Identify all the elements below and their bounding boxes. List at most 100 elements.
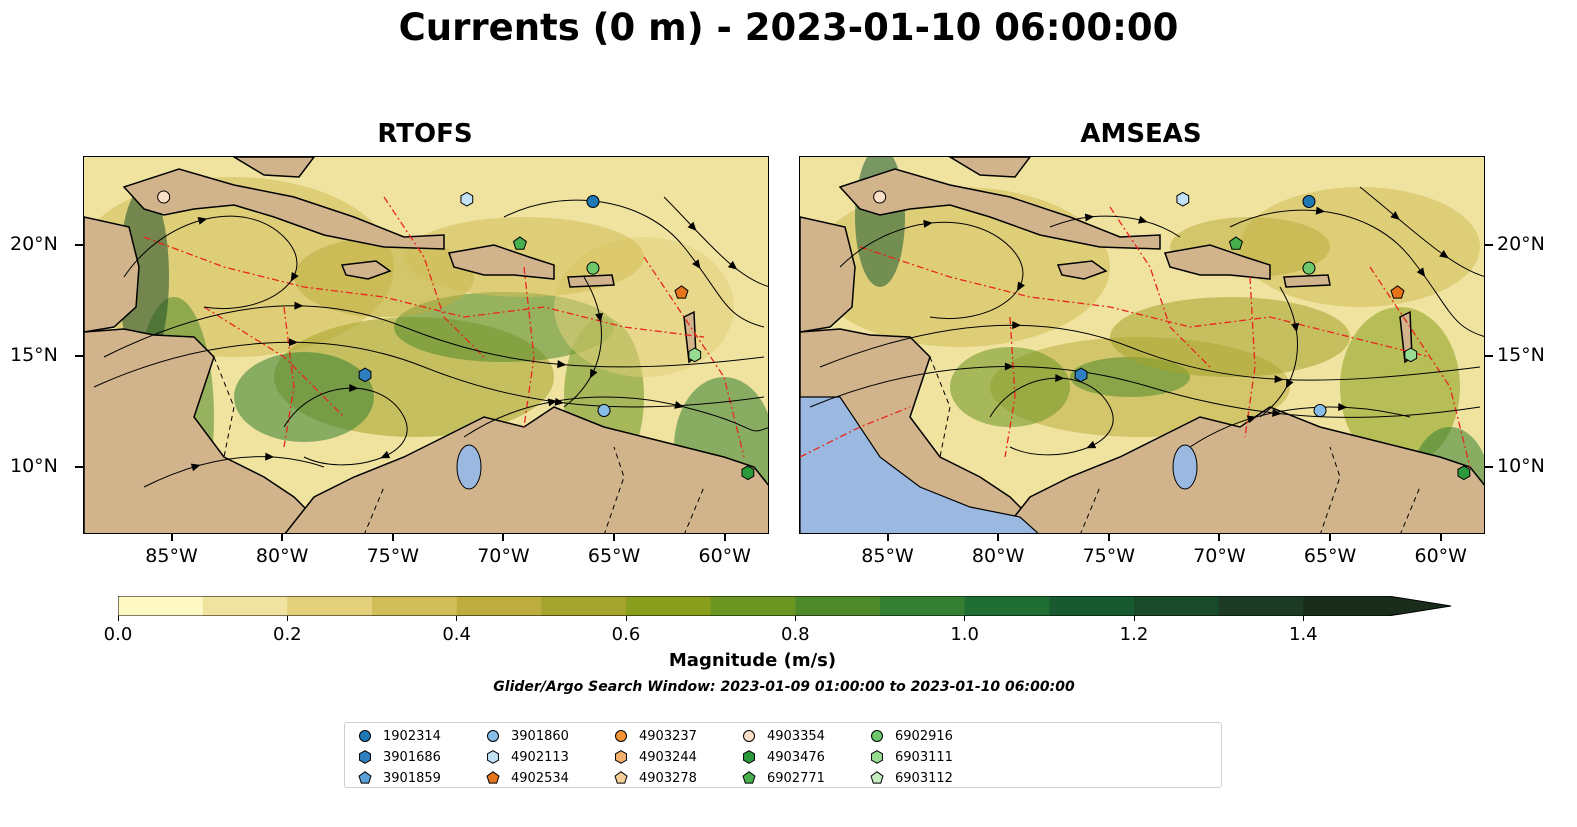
float-marker-3901860 [1313, 403, 1327, 417]
colorbar-segment [287, 596, 373, 616]
current-streamline [1229, 209, 1484, 337]
colorbar-tick-mark [794, 616, 796, 621]
colorbar-tick-label: 0.6 [611, 624, 641, 645]
current-streamline [123, 215, 298, 309]
legend-item: 4903354 [741, 726, 825, 746]
lat-tick-mark [75, 243, 83, 246]
land-cuba [838, 168, 1161, 250]
current-streamline [93, 341, 765, 408]
current-streamline [1049, 215, 1181, 238]
lat-tick-mark [75, 466, 83, 469]
lon-tick-mark [391, 534, 394, 541]
lon-tick-mark [997, 534, 1000, 541]
legend-label: 6903111 [895, 749, 953, 765]
colorbar-extend-arrow [1388, 596, 1451, 616]
streamline-arrow [1138, 215, 1148, 224]
legend-label: 4903278 [639, 770, 697, 786]
legend-label: 4903354 [767, 728, 825, 744]
lat-tick-label: 20°N [1497, 232, 1545, 255]
pentagon-marker-icon [358, 771, 372, 784]
current-streamline [143, 456, 325, 488]
streamline-arrow [1246, 415, 1257, 424]
lon-tick-label: 75°W [1082, 545, 1136, 567]
streamline-arrow [1271, 408, 1282, 417]
streamline-arrow [547, 398, 558, 407]
lon-tick-mark [1218, 534, 1221, 541]
float-marker-4903476 [741, 465, 755, 481]
land-puerto-rico [1283, 274, 1331, 288]
legend-label: 4903237 [639, 728, 697, 744]
current-speed-patch [234, 352, 374, 442]
legend-item: 4902534 [485, 768, 569, 788]
circle-marker-icon [871, 730, 883, 742]
land-hispaniola [447, 244, 555, 280]
float-marker-4903476 [1457, 465, 1471, 481]
colorbar-tick-label: 1.0 [950, 624, 979, 645]
streamline-arrow [265, 452, 275, 461]
legend-label: 6903112 [895, 770, 953, 786]
colorbar-tick-label: 1.4 [1289, 624, 1318, 645]
current-streamline [809, 366, 1481, 418]
colorbar-tick-mark [117, 616, 119, 621]
current-streamline [839, 221, 1024, 319]
colorbar-segment [202, 596, 288, 616]
lon-tick-mark [886, 534, 889, 541]
legend-label: 3901686 [383, 749, 441, 765]
streamline-arrow [674, 400, 684, 409]
legend-label: 4903244 [639, 749, 697, 765]
float-legend: 1902314 3901686 3901859 3901860 4902113 49025… [344, 722, 1222, 788]
streamline-arrow [557, 360, 567, 369]
colorbar-segment [795, 596, 881, 616]
streamline-arrow [1012, 321, 1022, 330]
map-amseas[interactable] [799, 156, 1485, 534]
streamline-arrow [595, 312, 604, 323]
eez-boundary [203, 306, 345, 418]
legend-label: 4903476 [767, 749, 825, 765]
colorbar [118, 596, 1452, 616]
land-jamaica [1056, 260, 1108, 280]
colorbar-segment [372, 596, 458, 616]
current-streamline [1259, 286, 1298, 418]
current-speed-patch [119, 187, 169, 367]
pentagon-marker-icon [486, 771, 500, 784]
legend-item: 4903244 [613, 747, 697, 767]
land-south-america [1000, 406, 1484, 533]
streamline-arrow [1285, 378, 1294, 389]
hexagon-marker-icon [871, 750, 883, 764]
float-marker-3901686 [358, 367, 372, 383]
eez-boundary [523, 266, 535, 428]
pentagon-marker-icon [870, 771, 884, 784]
colorbar-tick-label: 0.8 [781, 624, 810, 645]
colorbar-tick-mark [625, 616, 627, 621]
float-marker-4903354 [873, 190, 887, 204]
lon-tick-label: 80°W [255, 545, 309, 567]
lon-tick-label: 70°W [1193, 545, 1246, 567]
streamline-arrow [294, 301, 304, 310]
streamline-arrow [1086, 440, 1097, 449]
pacific-ocean [800, 396, 1039, 533]
colorbar-segment [1303, 596, 1389, 616]
lon-tick-label: 85°W [145, 545, 198, 567]
legend-label: 1902314 [383, 728, 441, 744]
colorbar-segment [118, 596, 204, 616]
float-marker-4902113 [1176, 191, 1190, 207]
legend-item: 4902113 [485, 747, 569, 767]
float-marker-6902771 [1228, 236, 1243, 250]
colorbar-tick-label: 0.2 [273, 624, 302, 645]
legend-label: 6902916 [895, 728, 953, 744]
streamline-arrow [1439, 249, 1449, 259]
land-florida-coast [948, 157, 1031, 178]
map-rtofs[interactable] [83, 156, 769, 534]
legend-item: 1902314 [357, 726, 441, 746]
colorbar-segment [456, 596, 542, 616]
current-streamline [103, 305, 765, 368]
lat-tick-label: 15°N [1497, 344, 1545, 367]
eez-boundary [1369, 266, 1471, 468]
lon-tick-mark [281, 534, 284, 541]
eez-boundary [1004, 316, 1016, 458]
colorbar-tick-label: 0.0 [103, 624, 133, 645]
lat-tick-mark [1485, 466, 1493, 469]
streamline-arrow [349, 384, 359, 393]
land-yucatan [84, 216, 140, 333]
eez-boundary [643, 256, 745, 458]
